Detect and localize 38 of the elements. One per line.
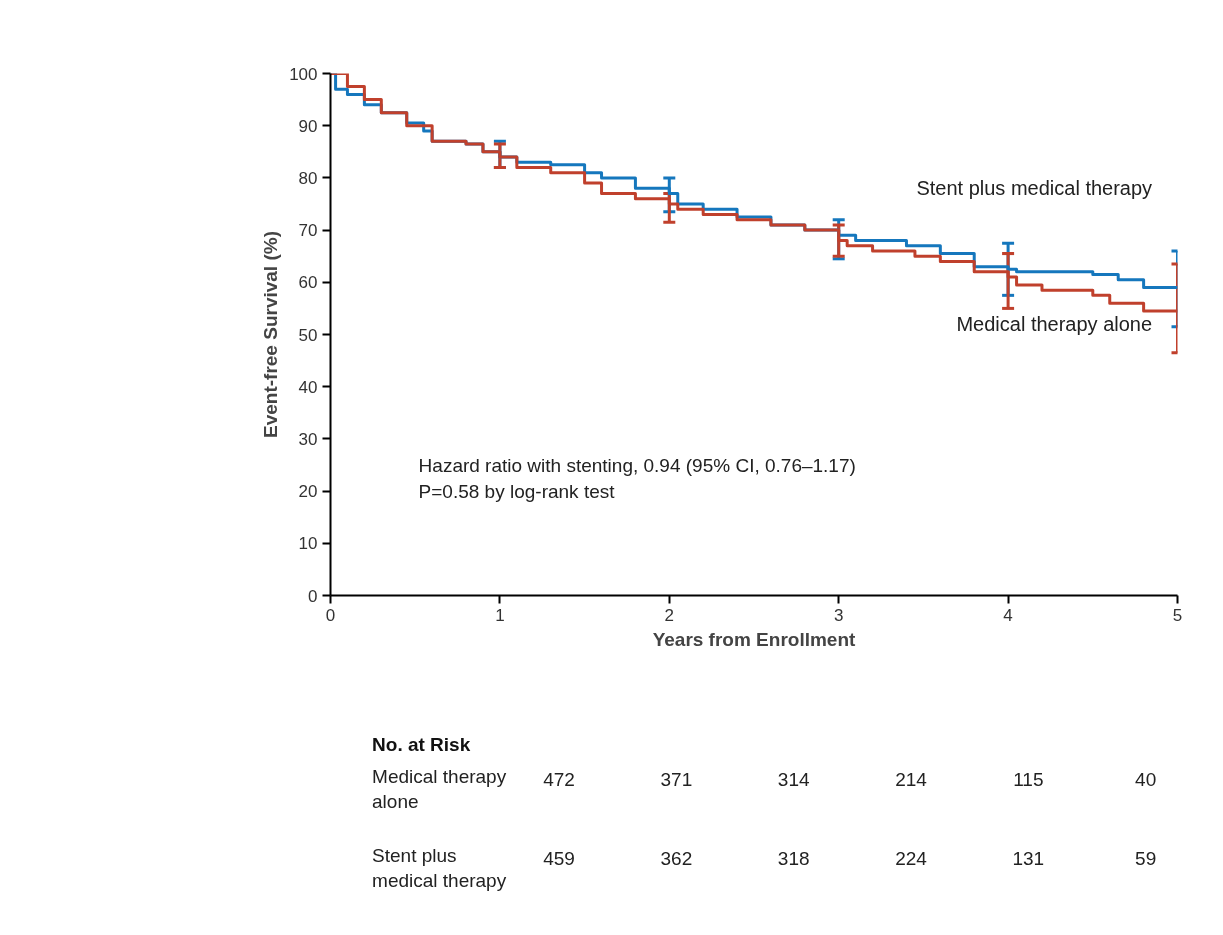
y-tick-label: 80 (298, 168, 318, 188)
y-tick-label: 60 (298, 273, 318, 293)
text: Stent plus medical therapy (372, 844, 507, 891)
text: Medical therapy alone (372, 765, 507, 813)
y-tick-label: 90 (298, 116, 318, 136)
x-tick-label: 2 (664, 605, 675, 625)
x-tick-label: 5 (1172, 605, 1183, 625)
text: 224 (895, 847, 928, 869)
x-tick-label: 0 (325, 605, 336, 625)
text: 362 (660, 847, 693, 869)
y-tick-label: 20 (298, 482, 318, 502)
text: 214 (895, 769, 928, 791)
y-tick-label: 70 (298, 221, 318, 241)
x-tick-label: 3 (833, 605, 844, 625)
text: 318 (777, 847, 810, 869)
text: 472 (543, 769, 575, 791)
text: 40 (1135, 769, 1157, 791)
y-tick-label: 40 (298, 377, 318, 397)
x-tick-label: 1 (495, 605, 505, 625)
text: 371 (660, 769, 693, 791)
text: 59 (1135, 847, 1157, 869)
x-tick-label: 4 (1003, 605, 1013, 625)
y-tick-label: 50 (298, 325, 318, 345)
y-tick-label: 10 (298, 534, 318, 554)
series-label: Medical therapy alone (956, 313, 1153, 336)
text: 459 (543, 847, 575, 869)
text: No. at Risk (372, 733, 471, 755)
y-tick-label: 0 (308, 586, 318, 606)
text: Stent plus medical therapy (916, 177, 1153, 200)
text: 314 (777, 769, 810, 791)
x-axis-title: Years from Enrollment (652, 628, 857, 650)
annotation: Hazard ratio with stenting, 0.94 (95% CI, 0.76–1.17) (418, 454, 856, 476)
text: 131 (1012, 847, 1045, 869)
text: 115 (1013, 769, 1044, 791)
y-tick-label: 30 (298, 429, 318, 449)
y-axis-title: Event-free Survival (%) (260, 231, 282, 438)
annotation: P=0.58 by log-rank test (418, 480, 616, 502)
y-tick-label: 100 (289, 64, 318, 84)
